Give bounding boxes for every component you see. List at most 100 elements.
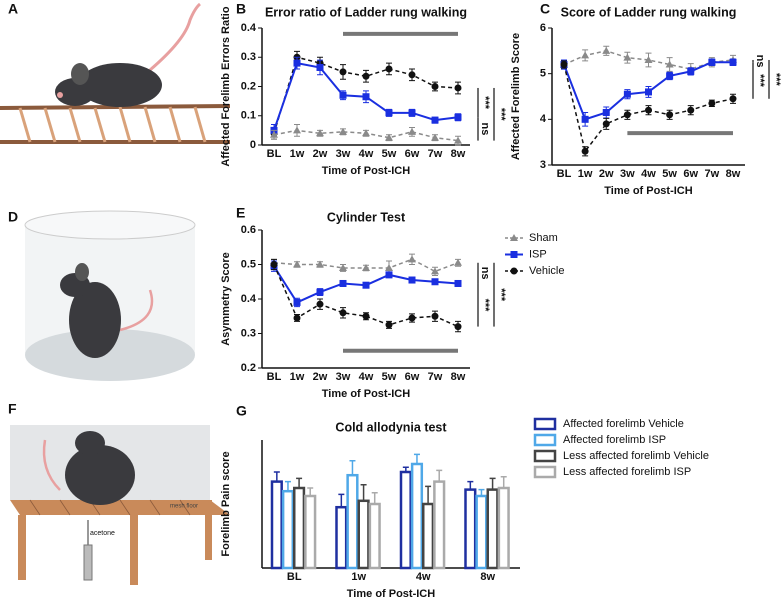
marker (729, 95, 737, 103)
y-tick-label: 5 (540, 68, 546, 80)
error-bar (467, 480, 474, 490)
marker (431, 267, 439, 275)
x-tick-label: 3w (620, 168, 635, 180)
x-axis-title: Time of Post-ICH (322, 165, 410, 177)
legend-label: Vehicle (529, 265, 564, 277)
x-axis-title: Time of Post-ICH (322, 388, 410, 400)
marker (408, 276, 416, 284)
legend-swatch (533, 449, 557, 463)
error-bar (425, 485, 432, 504)
marker (385, 263, 393, 271)
marker (602, 46, 611, 54)
series-line (563, 50, 734, 70)
marker (270, 130, 278, 138)
marker (454, 84, 462, 92)
marker (316, 63, 324, 71)
marker (408, 314, 416, 322)
bar (433, 480, 446, 570)
marker (362, 281, 370, 289)
marker (385, 65, 393, 73)
annotation: *** (479, 299, 491, 313)
marker (581, 51, 590, 59)
marker (316, 288, 324, 296)
x-tick-label: 4w (416, 571, 431, 583)
illustration-label: mesh floor (170, 504, 198, 510)
marker (644, 55, 653, 63)
legend-label: Less affected forelimb Vehicle (563, 450, 709, 462)
annotation: *** (479, 96, 491, 110)
annotation: *** (495, 288, 507, 302)
error-bar (273, 471, 280, 482)
illustration-ladder (0, 2, 231, 144)
marker (408, 127, 416, 135)
bar (293, 486, 306, 570)
marker (385, 109, 393, 117)
marker (708, 58, 716, 66)
bar (475, 494, 488, 570)
x-tick-label: 7w (428, 148, 443, 160)
y-tick-label: 0.3 (241, 327, 256, 339)
error-bar (371, 492, 378, 504)
y-tick-label: 4 (540, 113, 547, 125)
x-axis-title: Time of Post-ICH (604, 185, 692, 197)
marker (623, 53, 632, 61)
marker (293, 260, 301, 268)
annotation: *** (495, 108, 507, 122)
marker (316, 300, 324, 308)
marker (339, 309, 347, 317)
x-tick-label: 5w (382, 148, 397, 160)
y-tick-label: 0 (250, 139, 256, 151)
y-tick-label: 0.3 (241, 51, 256, 63)
annotation: ns (479, 267, 491, 280)
panel-label: G (236, 403, 247, 419)
x-tick-label: 8w (480, 571, 495, 583)
x-tick-label: 6w (405, 148, 420, 160)
y-tick-label: 0.1 (241, 110, 256, 122)
marker (510, 251, 518, 258)
series-line (273, 264, 459, 328)
annotation: *** (770, 73, 782, 87)
legend-swatch (533, 433, 557, 447)
marker (581, 147, 589, 155)
bar (281, 489, 295, 570)
marker (362, 263, 370, 271)
bar (304, 494, 317, 570)
x-tick-label: 3w (336, 371, 351, 383)
illustration-cylinder (24, 210, 196, 381)
marker (454, 113, 462, 121)
marker (293, 59, 301, 67)
panel-label: A (8, 1, 18, 17)
annotation: *** (754, 74, 766, 88)
y-tick-label: 0.2 (241, 362, 256, 374)
y-tick-label: 0.2 (241, 80, 256, 92)
marker (339, 263, 347, 271)
x-tick-label: 7w (705, 168, 720, 180)
x-tick-label: 1w (351, 571, 366, 583)
marker (687, 67, 695, 75)
error-bar (338, 493, 345, 508)
x-tick-label: 5w (382, 371, 397, 383)
marker (408, 109, 416, 117)
y-tick-label: 0.4 (241, 293, 257, 305)
y-tick-label: 6 (540, 22, 546, 34)
marker (408, 71, 416, 79)
x-tick-label: 8w (726, 168, 741, 180)
bar (346, 473, 359, 570)
x-tick-label: 7w (428, 371, 443, 383)
x-tick-label: 6w (683, 168, 698, 180)
x-tick-label: 1w (578, 168, 593, 180)
error-bar (307, 487, 314, 496)
marker (602, 120, 610, 128)
bar (335, 505, 348, 570)
marker (454, 136, 462, 144)
x-tick-label: 2w (313, 371, 328, 383)
legend-swatch (533, 417, 557, 431)
annotation: ns (479, 122, 491, 135)
illustration-label: acetone (90, 530, 115, 537)
x-tick-label: 5w (662, 168, 677, 180)
marker (454, 258, 462, 266)
legend-label: Affected forelimb ISP (563, 434, 666, 446)
y-axis-title: Affected Forelimb Errors Ratio (220, 6, 232, 166)
panel-label: B (236, 1, 246, 17)
y-axis-title: Affected Forelimb Score (510, 33, 522, 160)
